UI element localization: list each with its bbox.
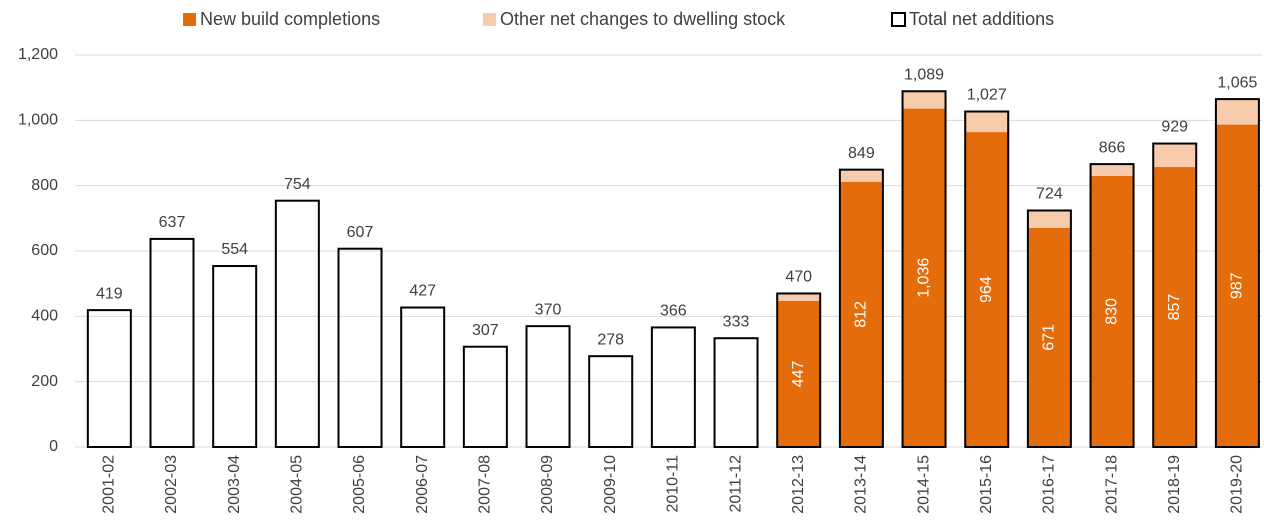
bar-segment — [965, 111, 1009, 133]
segment-label: 447 — [790, 361, 807, 388]
bar-segment — [1027, 227, 1071, 447]
total-bar — [1214, 98, 1260, 448]
x-tick-label: 2016-17 — [1041, 455, 1058, 514]
total-bar — [212, 265, 258, 448]
value-label: 427 — [409, 283, 436, 300]
x-tick-label: 2009-10 — [602, 455, 619, 514]
y-tick-label: 200 — [31, 373, 58, 390]
total-bar — [838, 168, 884, 448]
value-label: 370 — [535, 301, 562, 318]
bar-segment — [1215, 124, 1259, 447]
value-label: 637 — [159, 214, 186, 231]
total-bar — [1152, 142, 1198, 448]
bar-segment — [839, 181, 883, 447]
y-tick-label: 800 — [31, 177, 58, 194]
value-label: 419 — [96, 285, 123, 302]
x-tick-label: 2005-06 — [351, 455, 368, 514]
value-label: 754 — [284, 176, 311, 193]
bar-segment — [777, 293, 821, 301]
total-bar — [776, 292, 822, 449]
bar-segment — [1153, 167, 1197, 447]
total-bar — [1089, 163, 1135, 449]
bar-segment — [1090, 175, 1134, 447]
value-label: 278 — [597, 331, 624, 348]
value-label: 929 — [1161, 119, 1188, 136]
legend-label: New build completions — [200, 9, 380, 29]
value-label: 307 — [472, 322, 499, 339]
total-bar — [86, 309, 132, 449]
x-tick-label: 2019-20 — [1229, 455, 1246, 514]
y-tick-label: 400 — [31, 308, 58, 325]
total-bar — [337, 247, 383, 448]
total-bar — [901, 90, 947, 448]
bar-segment — [1090, 164, 1134, 176]
bar-segment — [1027, 210, 1071, 228]
total-bar — [588, 355, 634, 449]
value-label: 849 — [848, 145, 875, 162]
bar-segment — [1153, 143, 1197, 168]
bar-segment — [902, 91, 946, 109]
bar-segment — [1215, 99, 1259, 125]
y-tick-label: 600 — [31, 242, 58, 259]
total-bar — [1026, 209, 1072, 448]
legend-swatch — [183, 13, 196, 26]
x-tick-label: 2015-16 — [978, 455, 995, 514]
segment-label: 671 — [1041, 324, 1058, 351]
total-bar — [149, 237, 195, 448]
value-label: 866 — [1099, 139, 1126, 156]
legend-label: Other net changes to dwelling stock — [500, 9, 786, 29]
x-tick-label: 2011-12 — [727, 455, 744, 513]
x-tick-label: 2007-08 — [477, 455, 494, 514]
total-bar — [964, 110, 1010, 448]
x-tick-label: 2004-05 — [289, 455, 306, 514]
total-bar — [400, 306, 446, 448]
y-tick-label: 0 — [49, 438, 58, 455]
total-bar — [525, 325, 571, 448]
x-tick-label: 2002-03 — [163, 455, 180, 514]
value-label: 724 — [1036, 186, 1063, 203]
segment-label: 964 — [978, 276, 995, 303]
x-tick-label: 2001-02 — [101, 455, 118, 514]
value-label: 1,065 — [1217, 74, 1257, 91]
bar-segment — [839, 169, 883, 182]
legend-swatch — [891, 12, 906, 27]
value-label: 333 — [723, 313, 750, 330]
bar-segment — [777, 300, 821, 447]
segment-label: 987 — [1229, 272, 1246, 299]
value-label: 470 — [785, 269, 812, 286]
value-label: 1,027 — [967, 87, 1007, 104]
value-label: 554 — [221, 241, 248, 258]
bar-segment — [902, 108, 946, 447]
segment-label: 1,036 — [915, 258, 932, 298]
x-tick-label: 2008-09 — [539, 455, 556, 514]
x-tick-label: 2010-11 — [665, 455, 682, 513]
segment-label: 857 — [1166, 294, 1183, 321]
x-tick-label: 2017-18 — [1103, 455, 1120, 514]
x-tick-label: 2013-14 — [853, 455, 870, 514]
x-tick-label: 2012-13 — [790, 455, 807, 514]
total-bar — [462, 345, 508, 449]
total-bar — [650, 326, 696, 448]
bar-segment — [965, 132, 1009, 448]
y-tick-label: 1,000 — [18, 112, 58, 129]
legend-swatch — [483, 13, 496, 26]
total-bar — [713, 337, 759, 448]
total-bar — [274, 199, 320, 448]
y-tick-label: 1,200 — [18, 46, 58, 63]
legend-label: Total net additions — [909, 9, 1054, 29]
segment-label: 830 — [1103, 298, 1120, 325]
segment-label: 812 — [853, 301, 870, 328]
x-tick-label: 2003-04 — [226, 455, 243, 514]
value-label: 1,089 — [904, 66, 944, 83]
value-label: 607 — [347, 224, 374, 241]
x-tick-label: 2006-07 — [414, 455, 431, 514]
x-tick-label: 2018-19 — [1166, 455, 1183, 514]
value-label: 366 — [660, 303, 687, 320]
x-tick-label: 2014-15 — [915, 455, 932, 514]
